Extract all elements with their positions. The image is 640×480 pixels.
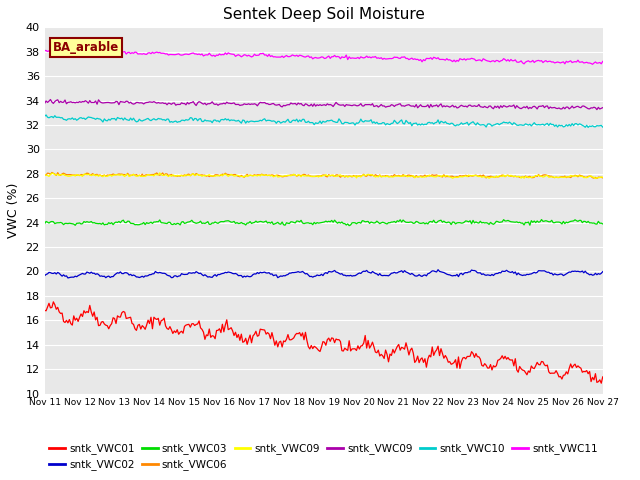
sntk_VWC10	[61, 117, 69, 122]
sntk_VWC11	[51, 47, 59, 52]
Line: sntk_VWC11: sntk_VWC11	[45, 49, 603, 64]
sntk_VWC03	[77, 221, 85, 227]
sntk_VWC02	[599, 269, 607, 275]
sntk_VWC09	[599, 105, 607, 110]
sntk_VWC11	[330, 54, 337, 60]
sntk_VWC02	[60, 272, 67, 278]
sntk_VWC02	[64, 275, 72, 281]
sntk_VWC03	[538, 216, 545, 222]
sntk_VWC03	[41, 221, 49, 227]
sntk_VWC06	[440, 172, 448, 178]
sntk_VWC11	[597, 61, 605, 67]
sntk_VWC01	[596, 377, 604, 383]
sntk_VWC02	[442, 270, 449, 276]
sntk_VWC10	[599, 124, 607, 130]
sntk_VWC01	[49, 299, 57, 305]
sntk_VWC03	[597, 220, 605, 226]
sntk_VWC09	[597, 174, 605, 180]
sntk_VWC11	[61, 48, 69, 53]
sntk_VWC10	[584, 124, 592, 130]
sntk_VWC02	[330, 268, 337, 274]
sntk_VWC01	[61, 320, 69, 325]
sntk_VWC09	[330, 172, 337, 178]
sntk_VWC11	[599, 59, 607, 64]
sntk_VWC09	[156, 170, 164, 176]
sntk_VWC09	[77, 172, 85, 178]
sntk_VWC02	[597, 270, 605, 276]
sntk_VWC10	[79, 116, 86, 121]
sntk_VWC09	[79, 99, 86, 105]
Legend: sntk_VWC01, sntk_VWC02, sntk_VWC03, sntk_VWC06, sntk_VWC09, sntk_VWC09, sntk_VWC: sntk_VWC01, sntk_VWC02, sntk_VWC03, sntk…	[45, 439, 602, 474]
sntk_VWC01	[330, 336, 337, 341]
sntk_VWC06	[41, 172, 49, 178]
sntk_VWC11	[523, 59, 531, 64]
sntk_VWC09	[591, 176, 599, 181]
sntk_VWC10	[42, 112, 50, 118]
sntk_VWC01	[597, 380, 605, 386]
Title: Sentek Deep Soil Moisture: Sentek Deep Soil Moisture	[223, 7, 424, 22]
sntk_VWC11	[440, 57, 448, 62]
sntk_VWC02	[525, 272, 532, 277]
sntk_VWC09	[440, 103, 448, 108]
sntk_VWC09	[523, 174, 531, 180]
sntk_VWC09	[593, 107, 601, 112]
Line: sntk_VWC10: sntk_VWC10	[45, 115, 603, 127]
sntk_VWC03	[523, 220, 531, 226]
Line: sntk_VWC03: sntk_VWC03	[45, 219, 603, 226]
Line: sntk_VWC09: sntk_VWC09	[45, 99, 603, 109]
Line: sntk_VWC02: sntk_VWC02	[45, 270, 603, 278]
sntk_VWC03	[440, 218, 448, 224]
sntk_VWC06	[597, 174, 605, 180]
sntk_VWC01	[599, 374, 607, 380]
sntk_VWC10	[523, 121, 531, 127]
sntk_VWC06	[599, 175, 607, 180]
sntk_VWC03	[599, 221, 607, 227]
sntk_VWC09	[41, 101, 49, 107]
sntk_VWC01	[79, 313, 86, 319]
sntk_VWC09	[61, 97, 69, 103]
sntk_VWC03	[328, 217, 335, 223]
sntk_VWC03	[346, 223, 353, 228]
sntk_VWC09	[330, 104, 337, 109]
Y-axis label: VWC (%): VWC (%)	[7, 183, 20, 238]
sntk_VWC03	[60, 222, 67, 228]
sntk_VWC09	[60, 172, 67, 178]
sntk_VWC09	[47, 96, 54, 102]
sntk_VWC02	[79, 271, 86, 276]
Line: sntk_VWC06: sntk_VWC06	[45, 172, 603, 179]
sntk_VWC06	[330, 173, 337, 179]
sntk_VWC02	[434, 267, 442, 273]
sntk_VWC06	[593, 176, 601, 181]
sntk_VWC10	[41, 113, 49, 119]
sntk_VWC06	[48, 169, 56, 175]
sntk_VWC02	[41, 273, 49, 278]
sntk_VWC10	[597, 122, 605, 128]
sntk_VWC09	[597, 106, 605, 111]
sntk_VWC01	[523, 372, 531, 378]
sntk_VWC01	[440, 355, 448, 361]
sntk_VWC10	[440, 120, 448, 126]
sntk_VWC11	[79, 48, 86, 54]
sntk_VWC09	[523, 103, 531, 109]
sntk_VWC09	[41, 172, 49, 178]
sntk_VWC06	[79, 172, 86, 178]
sntk_VWC09	[440, 174, 448, 180]
sntk_VWC06	[523, 174, 531, 180]
sntk_VWC01	[41, 307, 49, 313]
Text: BA_arable: BA_arable	[53, 41, 119, 54]
sntk_VWC10	[330, 119, 337, 124]
Line: sntk_VWC09: sntk_VWC09	[45, 173, 603, 179]
sntk_VWC09	[599, 174, 607, 180]
Line: sntk_VWC01: sntk_VWC01	[45, 302, 603, 383]
sntk_VWC11	[589, 61, 596, 67]
sntk_VWC06	[61, 171, 69, 177]
sntk_VWC11	[41, 48, 49, 53]
